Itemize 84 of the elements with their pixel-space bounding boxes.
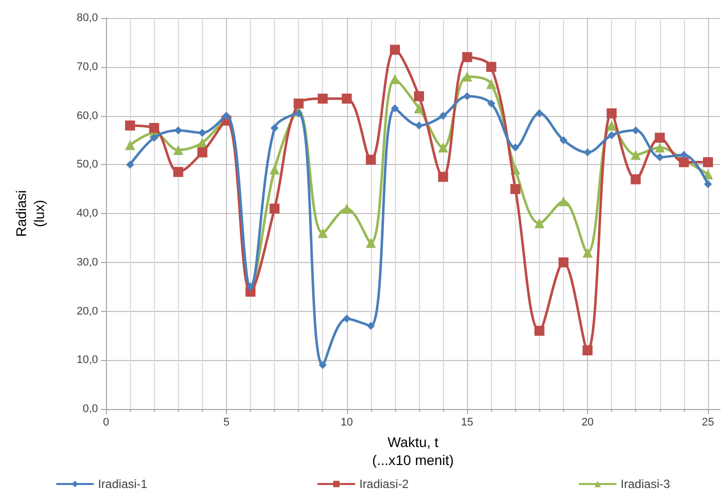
- point: [342, 204, 352, 214]
- point: [270, 204, 280, 214]
- point: [125, 140, 136, 150]
- point: [606, 108, 617, 118]
- y-tick-label: 70,0: [76, 60, 98, 73]
- x-tick-label: 25: [702, 416, 714, 428]
- point: [439, 112, 448, 120]
- point: [630, 150, 641, 160]
- x-axis-title: Waktu, t (...x10 menit): [372, 434, 454, 468]
- y-tick-label: 60,0: [76, 110, 98, 122]
- point: [390, 44, 400, 55]
- point: [462, 72, 472, 82]
- point: [654, 142, 665, 153]
- point: [150, 134, 158, 142]
- point: [390, 104, 399, 112]
- point: [270, 164, 280, 175]
- point: [654, 132, 665, 143]
- legend-label: Iradiasi-1: [98, 477, 148, 491]
- point: [366, 322, 375, 330]
- point: [294, 98, 304, 109]
- point: [702, 157, 713, 168]
- point: [535, 109, 544, 118]
- point: [608, 131, 616, 140]
- point: [582, 345, 593, 356]
- point: [197, 138, 208, 148]
- point: [342, 94, 352, 104]
- point: [559, 136, 568, 144]
- y-tick-label: 50,0: [76, 158, 98, 171]
- point: [680, 150, 688, 159]
- point: [463, 92, 472, 100]
- point: [414, 91, 424, 102]
- y-axis-title: Radiasi (lux): [13, 190, 47, 237]
- point: [704, 180, 712, 188]
- point: [558, 196, 568, 206]
- point: [414, 103, 424, 114]
- point: [173, 144, 184, 155]
- point: [632, 126, 640, 134]
- point: [462, 52, 472, 62]
- point: [366, 154, 376, 165]
- point: [198, 128, 206, 137]
- point: [294, 109, 303, 118]
- point: [438, 142, 448, 153]
- legend-label: Iradiasi-3: [620, 477, 670, 491]
- point: [534, 326, 544, 336]
- point: [510, 184, 520, 194]
- point: [678, 157, 689, 168]
- point: [270, 124, 279, 132]
- point: [125, 120, 136, 131]
- y-tick-label: 20,0: [76, 305, 98, 318]
- x-tick-label: 15: [461, 416, 474, 428]
- point: [511, 144, 520, 152]
- point: [318, 361, 327, 370]
- point: [438, 172, 448, 182]
- point: [558, 257, 568, 268]
- point: [318, 94, 328, 104]
- point: [222, 112, 230, 120]
- y-tick-label: 40,0: [76, 208, 98, 220]
- point: [197, 147, 208, 158]
- point: [342, 314, 351, 323]
- y-tick-label: 30,0: [76, 256, 98, 268]
- point: [486, 78, 496, 89]
- point: [415, 122, 424, 130]
- y-tick-label: 80,0: [76, 12, 98, 24]
- point: [630, 174, 641, 184]
- point: [126, 160, 134, 169]
- point: [149, 122, 160, 133]
- point: [534, 218, 544, 228]
- point: [390, 74, 400, 84]
- point: [173, 166, 184, 177]
- y-tick-label: 10,0: [76, 354, 98, 366]
- x-tick-label: 10: [340, 416, 353, 428]
- x-tick-label: 0: [102, 416, 110, 428]
- point: [174, 126, 182, 134]
- legend-label: Iradiasi-2: [359, 477, 410, 491]
- x-tick-label: 5: [223, 416, 230, 428]
- point: [318, 228, 328, 238]
- point: [486, 62, 496, 72]
- point: [656, 153, 664, 162]
- point: [487, 100, 496, 108]
- y-tick-label: 0,0: [82, 403, 98, 415]
- point: [582, 248, 593, 258]
- x-tick-label: 20: [581, 416, 594, 428]
- point: [366, 238, 376, 248]
- point: [584, 148, 592, 156]
